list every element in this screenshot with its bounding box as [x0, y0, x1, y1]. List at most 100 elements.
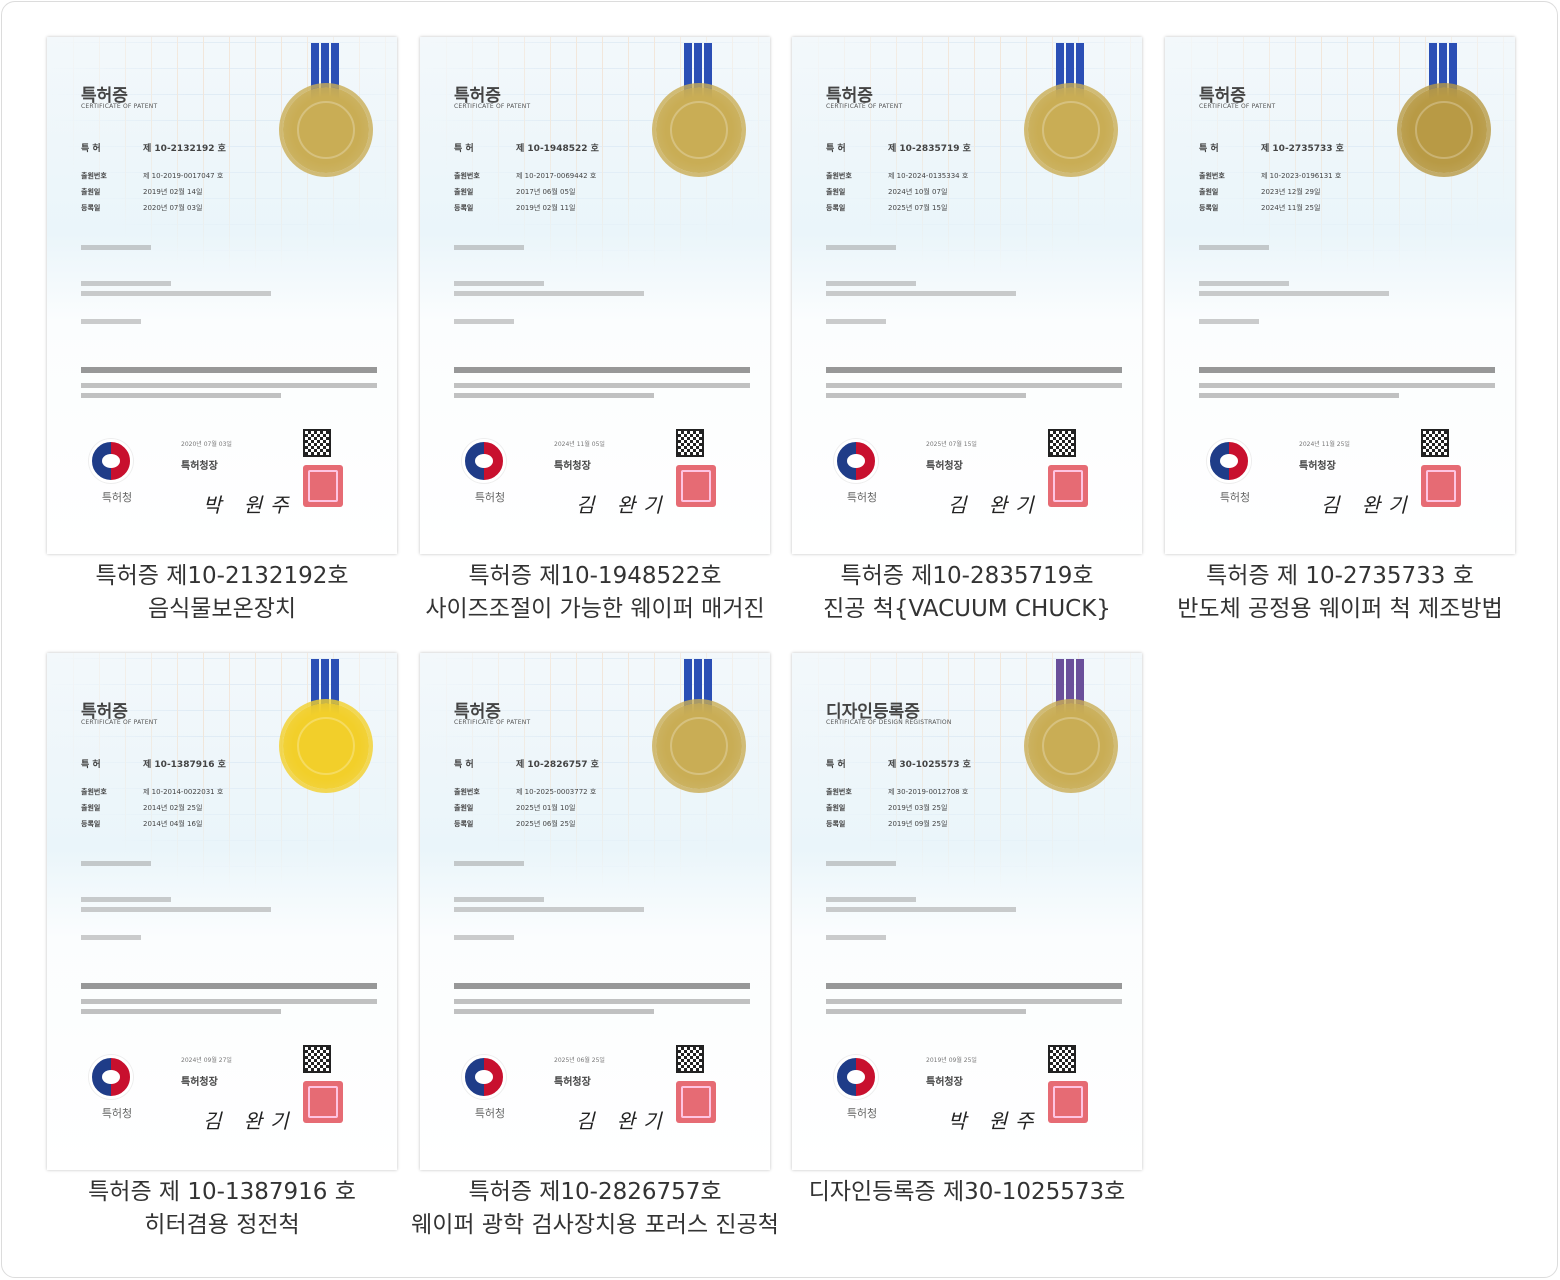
text-line — [81, 935, 141, 940]
text-line — [454, 291, 644, 296]
registration-number-value: 제 30-1025573 호 — [888, 760, 971, 770]
ribbon-icon — [1056, 659, 1084, 717]
application-number: 출원번호 제 10-2025-0003772 호 — [454, 788, 597, 796]
issue-date: 2019년 09월 25일 — [926, 1057, 977, 1064]
text-line — [1199, 281, 1289, 286]
filing-date-value: 2019년 02월 14일 — [143, 188, 203, 196]
caption-number: 특허증 제 10-1387916 호 — [88, 1179, 356, 1205]
certificate-subtitle: CERTIFICATE OF PATENT — [826, 103, 903, 110]
certificate-subtitle: CERTIFICATE OF PATENT — [1199, 103, 1276, 110]
ribbon-icon — [1056, 43, 1084, 101]
registration-date-value: 2014년 04월 16일 — [143, 820, 203, 828]
statement-line — [826, 393, 1026, 398]
application-number-value: 제 10-2014-0022031 호 — [143, 788, 224, 796]
statement-line — [826, 999, 1122, 1004]
statement-line — [1199, 393, 1399, 398]
text-line — [81, 861, 151, 866]
certificate-title: 특허증 — [81, 702, 128, 722]
text-line — [454, 935, 514, 940]
issue-date: 2020년 07월 03일 — [181, 441, 232, 448]
statement-line — [1199, 383, 1495, 388]
kipo-logo-icon — [834, 1055, 878, 1099]
issue-date: 2024년 11월 25일 — [1299, 441, 1350, 448]
gold-seal-icon — [656, 703, 742, 789]
registration-date: 등록일 2019년 02월 11일 — [454, 204, 576, 212]
filing-date: 출원일 2019년 02월 14일 — [81, 188, 203, 196]
certificate-subtitle: CERTIFICATE OF PATENT — [81, 719, 158, 726]
registration-number-value: 제 10-2826757 호 — [516, 760, 599, 770]
text-line — [81, 291, 271, 296]
text-line — [826, 935, 886, 940]
statement-line — [81, 393, 281, 398]
office-name: 특허청 — [474, 1107, 506, 1120]
gold-seal-icon — [283, 87, 369, 173]
registration-date-value: 2019년 02월 11일 — [516, 204, 576, 212]
issuer: 특허청장 — [926, 1077, 963, 1088]
signature: 김 완기 — [576, 1109, 670, 1133]
statement-line — [826, 983, 1122, 989]
certificate-title: 특허증 — [1199, 86, 1246, 106]
statement-line — [1199, 367, 1495, 373]
caption-name: 반도체 공정용 웨이퍼 척 제조방법 — [1177, 596, 1503, 622]
application-number: 출원번호 제 10-2019-0017047 호 — [81, 172, 224, 180]
registration-number-value: 제 10-2735733 호 — [1261, 144, 1344, 154]
certificate-title: 특허증 — [81, 86, 128, 106]
filing-date-value: 2014년 02월 25일 — [143, 804, 203, 812]
application-number: 출원번호 제 30-2019-0012708 호 — [826, 788, 969, 796]
certificate-image[interactable]: 디자인등록증 CERTIFICATE OF DESIGN REGISTRATIO… — [792, 653, 1142, 1170]
caption-number: 특허증 제 10-2735733 호 — [1206, 563, 1474, 589]
qr-code-icon — [1048, 429, 1076, 457]
kipo-logo-icon — [1207, 439, 1251, 483]
qr-code-icon — [676, 429, 704, 457]
qr-code-icon — [1421, 429, 1449, 457]
gold-seal-icon — [1028, 703, 1114, 789]
application-number-value: 제 30-2019-0012708 호 — [888, 788, 969, 796]
registration-date: 등록일 2025년 07월 15일 — [826, 204, 948, 212]
official-stamp-icon — [1048, 465, 1088, 507]
official-stamp-icon — [676, 1081, 716, 1123]
office-name: 특허청 — [846, 1107, 878, 1120]
official-stamp-icon — [1421, 465, 1461, 507]
text-line — [454, 281, 544, 286]
certificate-title: 특허증 — [454, 86, 501, 106]
application-number-value: 제 10-2017-0069442 호 — [516, 172, 597, 180]
certificate-subtitle: CERTIFICATE OF PATENT — [81, 103, 158, 110]
registration-date-value: 2025년 06월 25일 — [516, 820, 576, 828]
registration-date-value: 2019년 09월 25일 — [888, 820, 948, 828]
office-name: 특허청 — [1219, 491, 1251, 504]
qr-code-icon — [676, 1045, 704, 1073]
application-number-value: 제 10-2024-0135334 호 — [888, 172, 969, 180]
signature: 김 완기 — [576, 493, 670, 517]
statement-line — [81, 983, 377, 989]
ribbon-icon — [311, 43, 339, 101]
text-line — [81, 281, 171, 286]
signature: 김 완기 — [948, 493, 1042, 517]
statement-line — [826, 383, 1122, 388]
certificate-item[interactable]: 디자인등록증 CERTIFICATE OF DESIGN REGISTRATIO… — [792, 653, 1142, 1209]
signature: 김 완기 — [1321, 493, 1415, 517]
issuer: 특허청장 — [554, 1077, 591, 1088]
filing-date-value: 2023년 12월 29일 — [1261, 188, 1321, 196]
kipo-logo-icon — [89, 1055, 133, 1099]
caption-number: 특허증 제10-1948522호 — [468, 563, 722, 589]
application-number-value: 제 10-2019-0017047 호 — [143, 172, 224, 180]
caption-name: 사이즈조절이 가능한 웨이퍼 매거진 — [425, 596, 765, 622]
certificate-subtitle: CERTIFICATE OF PATENT — [454, 719, 531, 726]
issuer: 특허청장 — [1299, 461, 1336, 472]
